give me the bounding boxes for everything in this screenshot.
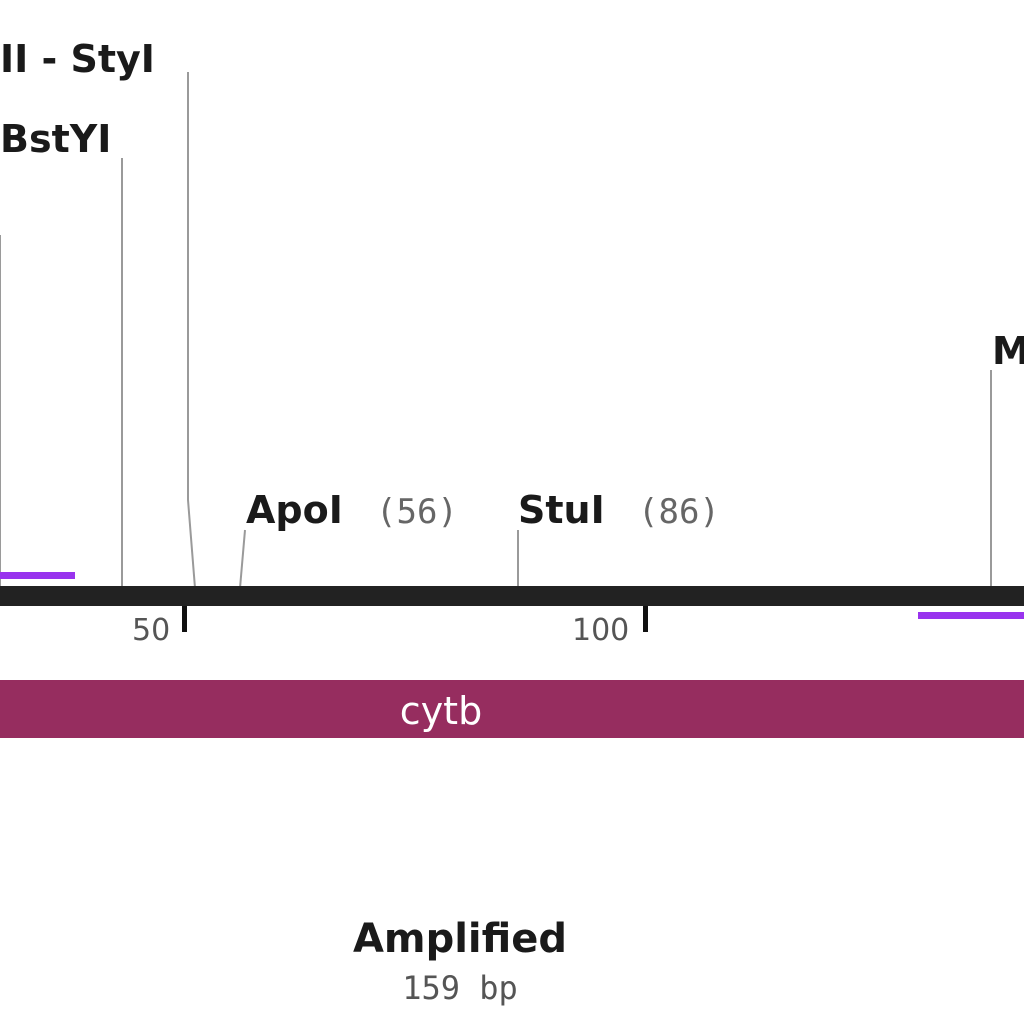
reverse-primer-bar[interactable] — [918, 612, 1024, 619]
gene-feature-bar[interactable] — [0, 680, 1024, 738]
product-title: Amplified — [353, 916, 567, 962]
site-label-bstyi[interactable]: BstYI — [0, 117, 111, 161]
site-label-m[interactable]: M — [992, 329, 1024, 373]
ruler-label-100: 100 — [572, 613, 629, 648]
site-label-styi[interactable]: II - StyI — [0, 37, 155, 81]
ruler-label-50: 50 — [132, 613, 170, 648]
ruler-tick-100 — [643, 606, 648, 632]
product-size: 159 bp — [402, 969, 518, 1007]
site-label-stui[interactable]: StuI — [518, 488, 605, 532]
site-leader-styi — [187, 72, 196, 589]
ruler-tick-50 — [182, 606, 187, 632]
gene-feature-label: cytb — [400, 689, 482, 733]
site-position-stui: (86) — [638, 492, 720, 532]
site-leader-apoi — [239, 529, 246, 589]
site-position-apoi: (56) — [376, 492, 458, 532]
site-label-apoi[interactable]: ApoI — [246, 488, 343, 532]
forward-primer-bar[interactable] — [0, 572, 75, 579]
dna-backbone — [0, 586, 1024, 606]
